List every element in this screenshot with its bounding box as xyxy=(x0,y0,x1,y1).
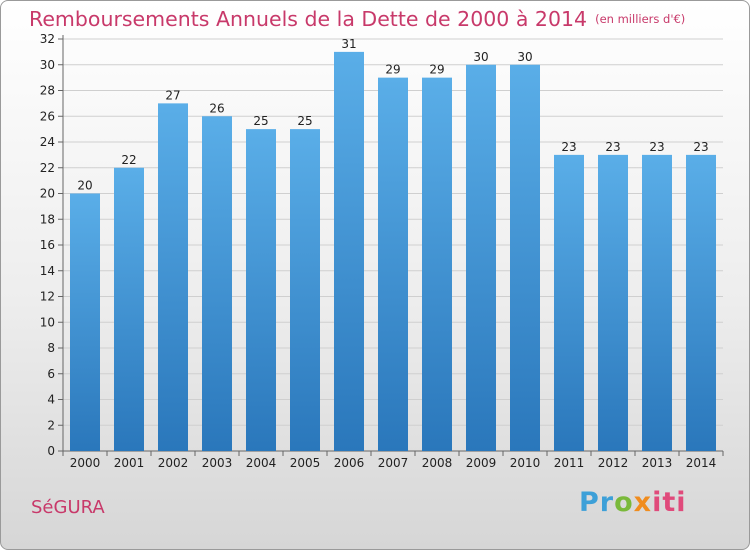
x-tick-label: 2011 xyxy=(554,456,585,470)
y-tick-label: 22 xyxy=(40,161,55,175)
logo-part-1: Pr xyxy=(579,487,615,518)
proxiti-logo: Proxiti xyxy=(579,487,687,518)
bar xyxy=(378,77,408,451)
y-tick-label: 4 xyxy=(47,393,55,407)
chart-title-text: Remboursements Annuels de la Dette de 20… xyxy=(29,7,588,31)
data-label: 25 xyxy=(253,114,268,128)
data-label: 31 xyxy=(341,37,356,51)
bar xyxy=(686,154,716,451)
x-tick-label: 2009 xyxy=(466,456,497,470)
data-label: 23 xyxy=(561,140,576,154)
y-tick-label: 10 xyxy=(40,315,55,329)
y-tick-label: 24 xyxy=(40,135,55,149)
bar xyxy=(466,64,496,451)
bar xyxy=(422,77,452,451)
x-tick-label: 2007 xyxy=(378,456,409,470)
data-label: 30 xyxy=(473,50,488,64)
data-label: 20 xyxy=(77,179,92,193)
y-tick-label: 14 xyxy=(40,264,55,278)
x-tick-label: 2003 xyxy=(202,456,233,470)
bar xyxy=(598,154,628,451)
bar xyxy=(158,103,188,451)
logo-part-3: x xyxy=(633,487,653,518)
x-tick-label: 2008 xyxy=(422,456,453,470)
data-label: 29 xyxy=(429,63,444,77)
bars xyxy=(70,51,716,451)
bar xyxy=(246,129,276,451)
x-tick-label: 2013 xyxy=(642,456,673,470)
bar xyxy=(554,154,584,451)
commune-name: SéGURA xyxy=(31,497,105,518)
labels: 0246810121416182022242628303220002020012… xyxy=(40,32,717,470)
data-label: 29 xyxy=(385,63,400,77)
data-label: 25 xyxy=(297,114,312,128)
y-tick-label: 8 xyxy=(47,341,55,355)
data-label: 22 xyxy=(121,153,136,167)
bar xyxy=(334,51,364,451)
bar xyxy=(70,193,100,451)
x-tick-label: 2004 xyxy=(246,456,277,470)
y-tick-label: 32 xyxy=(40,32,55,46)
data-label: 30 xyxy=(517,50,532,64)
x-tick-label: 2000 xyxy=(70,456,101,470)
data-label: 23 xyxy=(605,140,620,154)
y-tick-label: 30 xyxy=(40,58,55,72)
data-label: 26 xyxy=(209,101,224,115)
bar xyxy=(290,129,320,451)
data-label: 27 xyxy=(165,88,180,102)
bar xyxy=(510,64,540,451)
bar xyxy=(202,116,232,451)
chart-title: Remboursements Annuels de la Dette de 20… xyxy=(29,7,685,31)
y-tick-label: 28 xyxy=(40,84,55,98)
x-tick-label: 2006 xyxy=(334,456,365,470)
logo-part-2: o xyxy=(614,487,634,518)
data-label: 23 xyxy=(693,140,708,154)
y-tick-label: 2 xyxy=(47,418,55,432)
y-tick-label: 18 xyxy=(40,212,55,226)
data-label: 23 xyxy=(649,140,664,154)
y-tick-label: 0 xyxy=(47,444,55,458)
y-tick-label: 20 xyxy=(40,187,55,201)
bar xyxy=(642,154,672,451)
x-tick-label: 2001 xyxy=(114,456,145,470)
x-tick-label: 2002 xyxy=(158,456,189,470)
x-tick-label: 2005 xyxy=(290,456,321,470)
x-tick-label: 2010 xyxy=(510,456,541,470)
y-tick-label: 16 xyxy=(40,238,55,252)
y-tick-label: 12 xyxy=(40,290,55,304)
y-tick-label: 6 xyxy=(47,367,55,381)
x-tick-label: 2014 xyxy=(686,456,717,470)
logo-part-4: iti xyxy=(652,487,687,518)
x-tick-label: 2012 xyxy=(598,456,629,470)
bar xyxy=(114,167,144,451)
chart-unit: (en milliers d'€) xyxy=(595,12,686,26)
y-tick-label: 26 xyxy=(40,109,55,123)
